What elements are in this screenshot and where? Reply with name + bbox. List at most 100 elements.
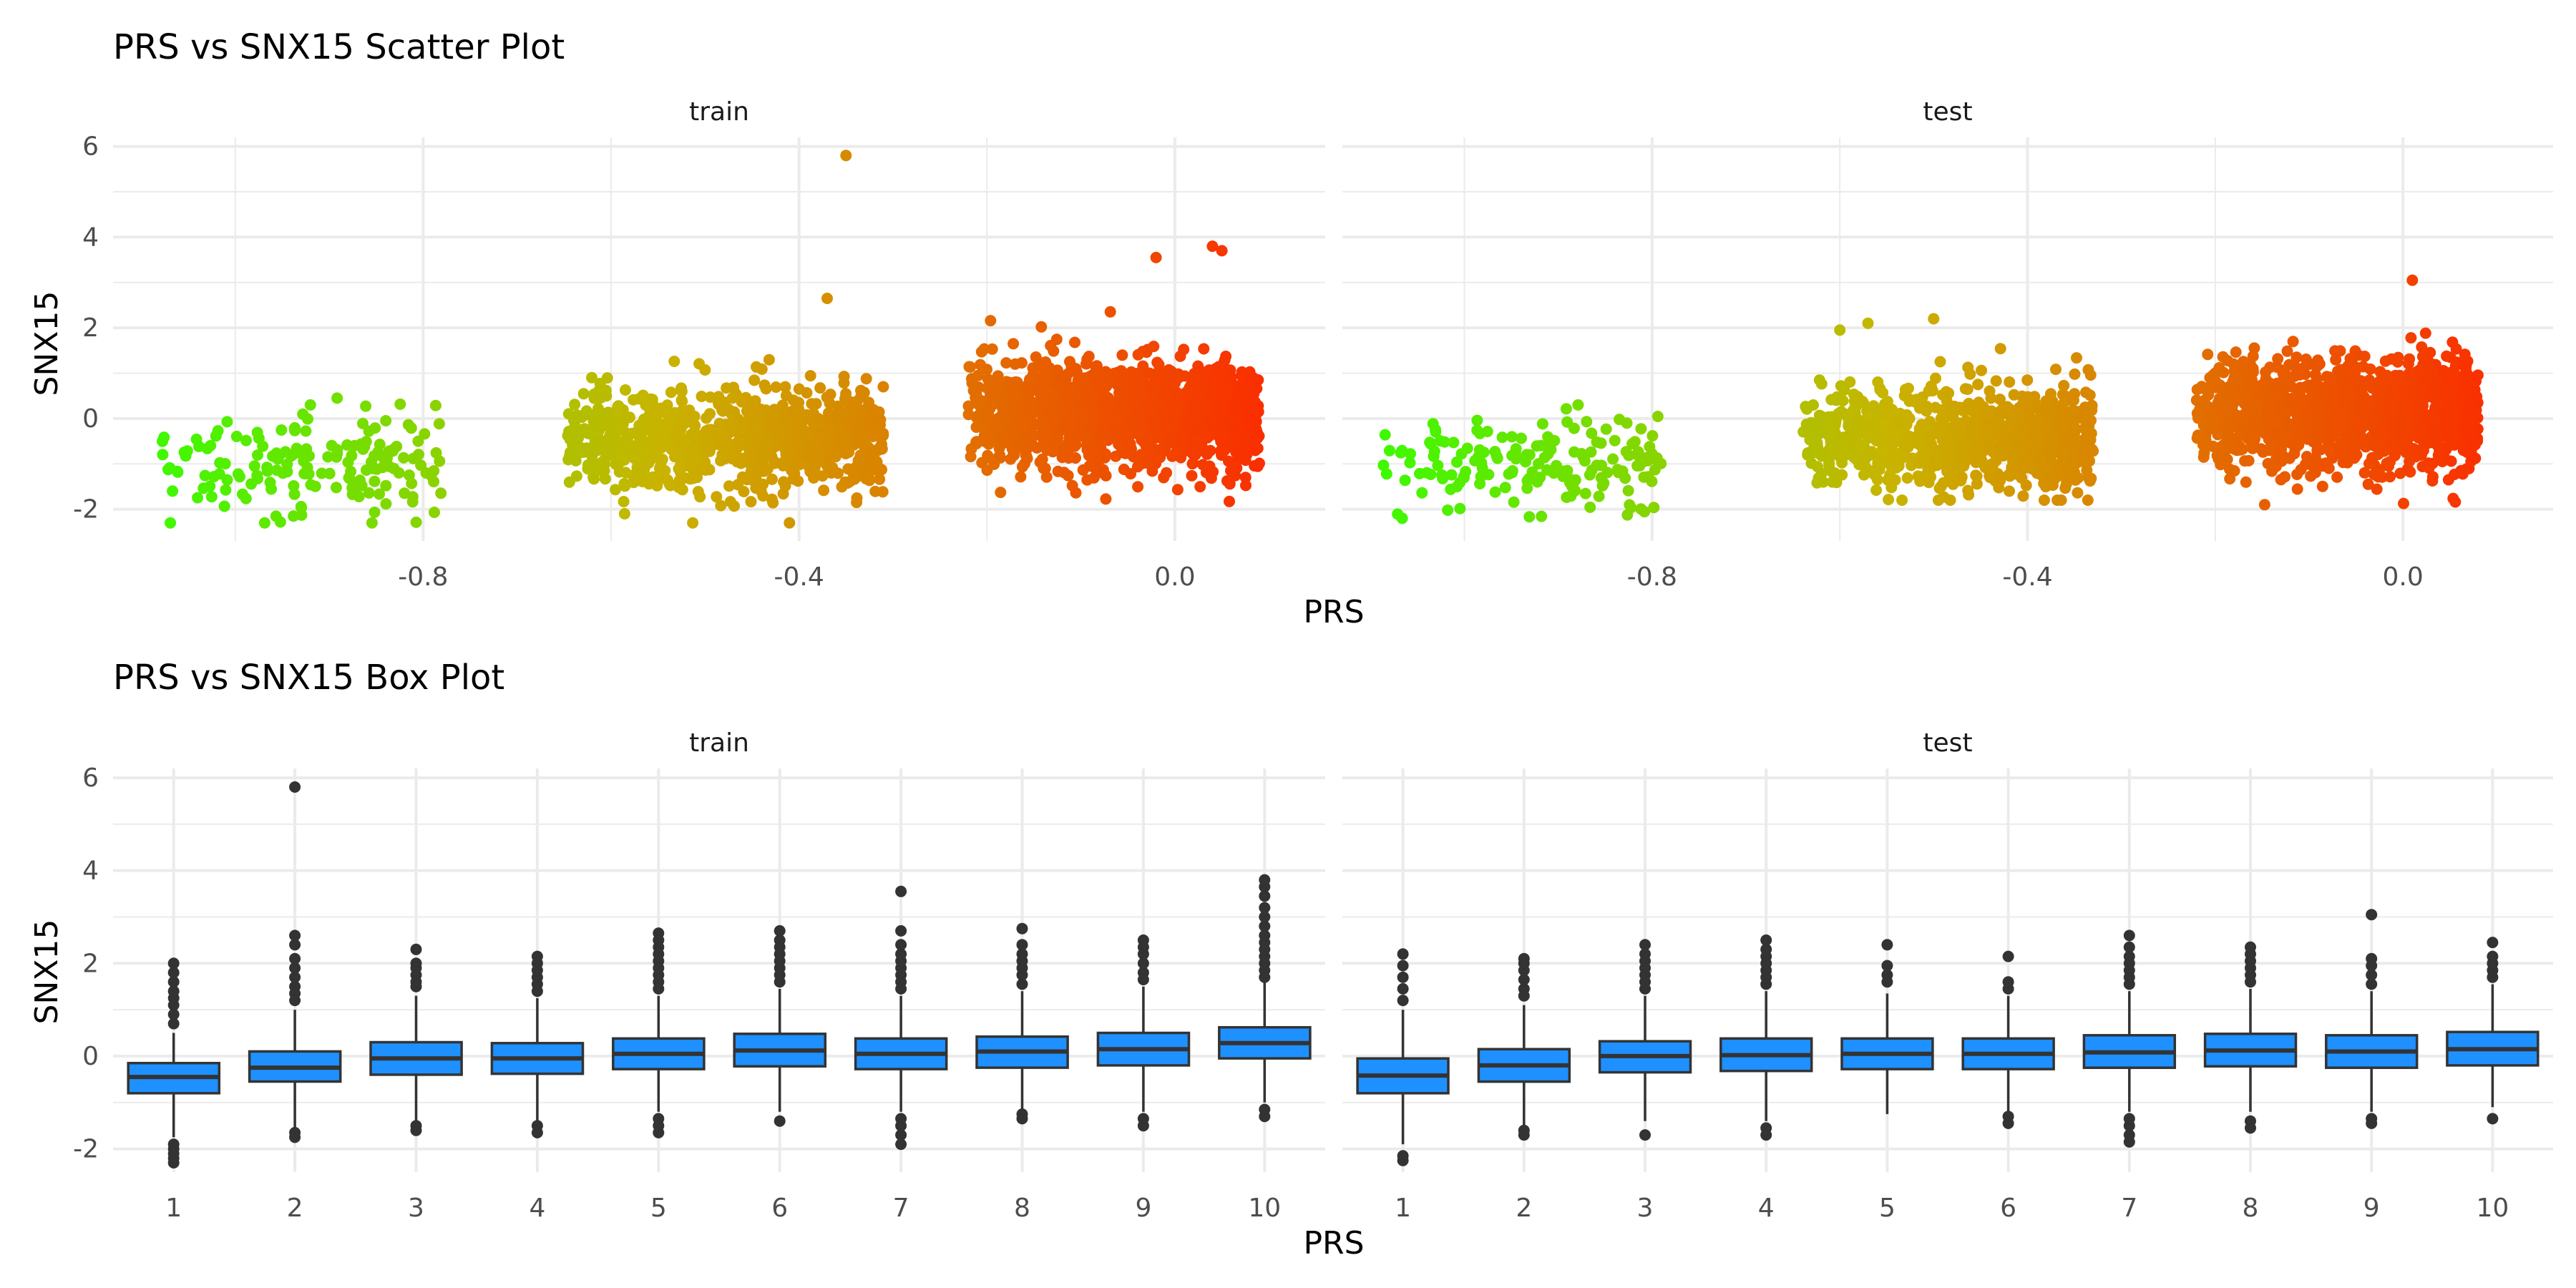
scatter-point (1067, 439, 1079, 451)
scatter-point (2371, 483, 2383, 495)
scatter-point (1069, 388, 1081, 400)
scatter-point (723, 480, 735, 492)
scatter-point (2336, 411, 2347, 423)
scatter-point (738, 486, 750, 497)
scatter-point (288, 480, 300, 492)
scatter-point (1970, 469, 1982, 482)
scatter-point (412, 435, 424, 447)
scatter-point (2309, 369, 2321, 381)
scatter-point (213, 468, 225, 480)
scatter-point (2266, 465, 2278, 477)
scatter-point (2001, 407, 2013, 419)
scatter-point (1009, 358, 1021, 370)
scatter-point (665, 386, 677, 399)
scatter-point (2072, 487, 2084, 499)
box-outlier-point (167, 967, 180, 979)
scatter-point (1868, 401, 1880, 414)
scatter-point (1013, 414, 1025, 426)
scatter-point (2403, 368, 2415, 380)
scatter-point (1963, 489, 1975, 501)
scatter-point (1593, 490, 1605, 502)
scatter-point (1070, 487, 1082, 499)
scatter-point (2308, 358, 2321, 371)
scatter-point (1181, 388, 1194, 400)
scatter-y-axis-label: SNX15 (29, 291, 65, 396)
scatter-point (638, 413, 650, 425)
scatter-point (1434, 435, 1446, 447)
scatter-point (1083, 460, 1096, 472)
box-outlier-point (895, 924, 907, 937)
scatter-point (1432, 459, 1444, 472)
scatter-point (563, 425, 575, 437)
scatter-point (779, 381, 791, 393)
scatter-point (586, 371, 597, 384)
scatter-point (1845, 427, 1857, 439)
scatter-point (1476, 462, 1488, 474)
scatter-x-tick-label: -0.8 (398, 562, 448, 592)
scatter-point (1956, 471, 1968, 483)
scatter-point (2368, 439, 2380, 452)
scatter-point (1648, 502, 1660, 514)
scatter-point (1424, 436, 1436, 449)
scatter-point (2310, 399, 2322, 410)
scatter-point (1104, 306, 1116, 318)
box-outlier-point (531, 950, 543, 962)
scatter-point (192, 492, 204, 504)
scatter-point (721, 436, 733, 448)
scatter-point (1056, 373, 1068, 385)
scatter-point (157, 449, 169, 461)
scatter-point (716, 449, 728, 461)
scatter-point (588, 419, 600, 431)
scatter-point (1225, 371, 1237, 384)
box-x-tick-label: 10 (1248, 1194, 1281, 1223)
box-outlier-point (1137, 957, 1149, 970)
scatter-point (1098, 403, 1109, 415)
scatter-point (1535, 439, 1547, 452)
scatter-point (620, 384, 631, 396)
scatter-point (647, 416, 659, 429)
scatter-point (966, 377, 978, 389)
scatter-point (1031, 442, 1043, 454)
scatter-point (358, 441, 371, 453)
scatter-point (2330, 353, 2342, 366)
scatter-point (1622, 484, 1634, 497)
scatter-point (1140, 457, 1152, 469)
scatter-point (1892, 448, 1904, 460)
scatter-point (628, 394, 640, 406)
scatter-point (704, 391, 716, 403)
scatter-point (2368, 414, 2381, 426)
scatter-point (2224, 463, 2235, 475)
scatter-point (1862, 317, 1874, 329)
scatter-point (1252, 460, 1264, 472)
scatter-point (877, 486, 889, 498)
box-outlier-point (167, 985, 180, 997)
scatter-point (288, 488, 301, 500)
scatter-point (2305, 470, 2317, 482)
scatter-point (2248, 382, 2260, 394)
scatter-point (877, 381, 889, 393)
scatter-point (1097, 464, 1109, 476)
scatter-point (1621, 509, 1634, 521)
scatter-point (711, 491, 723, 503)
scatter-point (1572, 399, 1584, 411)
scatter-point (982, 449, 994, 462)
scatter-point (2333, 447, 2346, 459)
scatter-point (1194, 481, 1206, 493)
scatter-point (1964, 428, 1976, 440)
scatter-point (376, 462, 389, 474)
scatter-point (724, 496, 736, 508)
box-plot-title: PRS vs SNX15 Box Plot (113, 658, 504, 698)
box-outlier-point (774, 1115, 786, 1127)
scatter-point (1855, 440, 1867, 452)
scatter-point (1521, 482, 1533, 494)
box-outlier-point (289, 980, 301, 992)
box-outlier-point (1259, 902, 1271, 914)
scatter-point (736, 422, 748, 434)
scatter-point (1186, 458, 1199, 470)
scatter-point (661, 399, 673, 411)
scatter-point (1146, 381, 1158, 393)
scatter-point (2222, 355, 2234, 366)
scatter-point (1802, 449, 1814, 461)
